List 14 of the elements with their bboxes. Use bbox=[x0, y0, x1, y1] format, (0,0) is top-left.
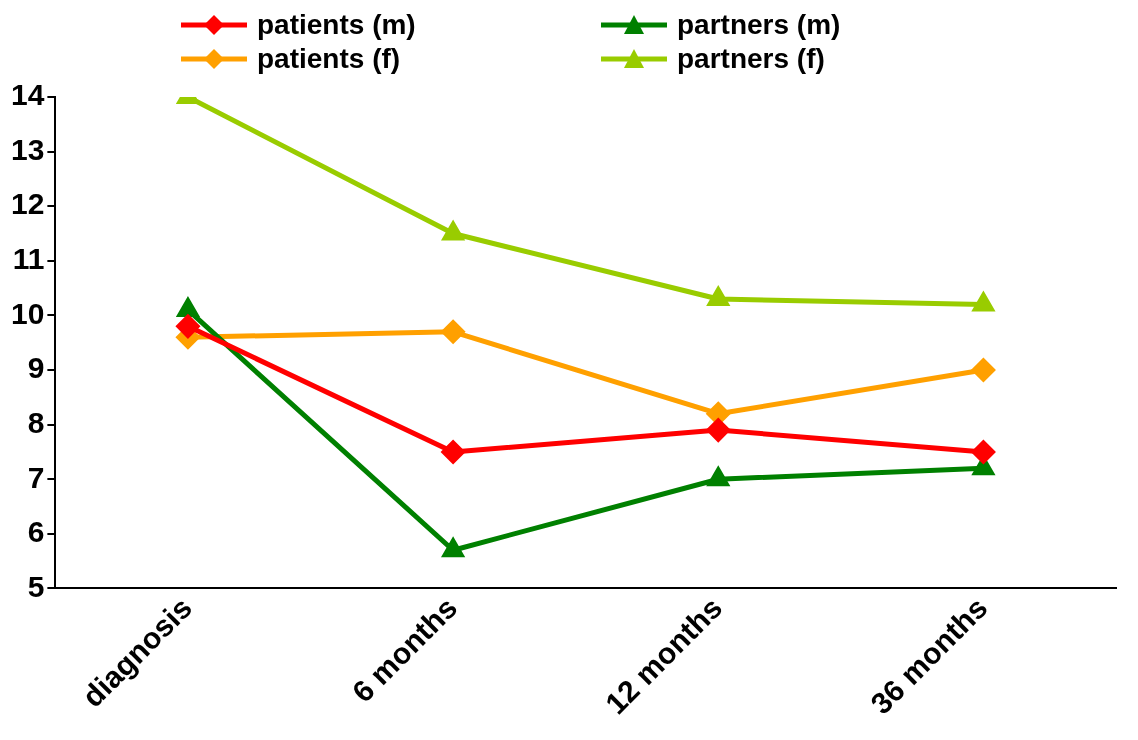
y-tick-label: 9 bbox=[27, 351, 45, 385]
y-tick-label: 12 bbox=[10, 187, 45, 221]
y-tick-label: 5 bbox=[27, 569, 45, 603]
legend-label: patients (m) bbox=[257, 8, 416, 42]
y-tick-label: 14 bbox=[10, 78, 45, 112]
y-tick-label: 6 bbox=[27, 515, 45, 549]
y-tick-label: 10 bbox=[10, 296, 45, 330]
y-tick-label: 7 bbox=[27, 460, 45, 494]
y-tick-label: 11 bbox=[12, 242, 45, 276]
y-tick-label: 13 bbox=[10, 132, 45, 166]
legend-label: partners (f) bbox=[677, 42, 825, 76]
legend-label: patients (f) bbox=[257, 42, 401, 76]
y-tick-label: 8 bbox=[27, 405, 45, 439]
legend-label: partners (m) bbox=[677, 8, 841, 42]
